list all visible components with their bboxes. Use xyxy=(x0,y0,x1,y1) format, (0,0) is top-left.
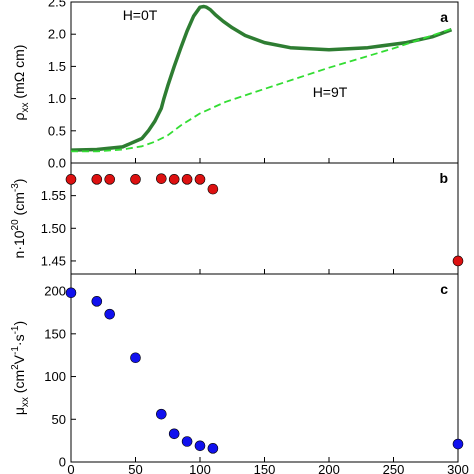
data-point xyxy=(207,443,219,454)
x-tick-label: 50 xyxy=(128,462,142,474)
y-axis-label-part: μ xyxy=(11,407,27,415)
data-point xyxy=(168,428,180,440)
panel-label: c xyxy=(440,281,448,297)
data-point xyxy=(130,174,141,185)
series-line xyxy=(71,28,452,153)
y-tick-label: 0 xyxy=(59,455,66,470)
y-axis-label-part: ) xyxy=(11,179,27,184)
data-point xyxy=(104,174,115,185)
data-point xyxy=(130,352,141,364)
y-tick-label: 50 xyxy=(52,412,66,427)
y-axis-label-part: -3 xyxy=(10,183,21,192)
y-axis-label-part: xx xyxy=(20,102,31,112)
x-tick-label: 200 xyxy=(318,462,340,474)
y-axis-label-part: 2 xyxy=(10,364,21,370)
data-point xyxy=(156,408,167,420)
y-axis-label-part: 20 xyxy=(10,219,21,231)
data-point xyxy=(156,173,167,184)
y-tick-label: 2.5 xyxy=(48,0,66,10)
x-tick-label: 300 xyxy=(447,462,469,474)
y-axis-label-part: V xyxy=(11,354,27,364)
panel-label: a xyxy=(440,9,448,25)
data-point xyxy=(207,183,219,195)
y-axis-label: μxx (cm2V-1·s-1) xyxy=(10,321,31,415)
data-point xyxy=(452,255,464,267)
panel-frame xyxy=(70,273,459,463)
panel-b: 1.45 1.50 1.55 n·1020 (cm-3) b xyxy=(10,162,464,275)
x-tick-label: 150 xyxy=(254,462,276,474)
x-tick-label: 250 xyxy=(383,462,405,474)
y-axis-label-part: ·s xyxy=(11,334,27,346)
y-tick-label: 100 xyxy=(44,369,66,384)
data-point xyxy=(91,296,103,307)
y-axis-label-part: (cm xyxy=(11,370,27,397)
panel-frame xyxy=(70,1,459,164)
y-axis-label-part: xx xyxy=(20,397,31,407)
y-axis-label-part: ) xyxy=(11,321,27,326)
data-point xyxy=(181,436,193,447)
y-tick-label: 1.50 xyxy=(41,221,66,236)
x-tick-label: 0 xyxy=(67,462,74,474)
data-point xyxy=(452,438,464,450)
data-point xyxy=(65,287,77,299)
panel-label: b xyxy=(439,170,448,186)
y-tick-label: 1.45 xyxy=(41,253,66,268)
series-line xyxy=(70,4,453,152)
y-tick-label: 150 xyxy=(44,326,66,341)
panel-frame xyxy=(70,162,459,275)
data-point xyxy=(181,174,193,185)
annotation-h0: H=0T xyxy=(123,7,158,23)
y-tick-label: 1.0 xyxy=(48,91,66,106)
panel-a: 0.0 0.5 1.0 1.5 2.0 2.5 ρxx (mΩ cm) a H=0T H=9T xyxy=(11,0,459,171)
y-axis-label: n·1020 (cm-3) xyxy=(10,179,27,259)
y-tick-label: 2.0 xyxy=(48,27,66,42)
data-point xyxy=(168,174,180,185)
data-point xyxy=(65,174,77,185)
y-axis-label-part: n·10 xyxy=(11,230,27,258)
data-point xyxy=(91,174,103,185)
y-axis-label-part: (mΩ cm) xyxy=(11,45,27,103)
data-point xyxy=(194,440,206,452)
y-axis-label: ρxx (mΩ cm) xyxy=(11,45,31,121)
y-tick-label: 1.5 xyxy=(48,59,66,74)
y-tick-label: 1.55 xyxy=(41,188,66,203)
annotation-h9: H=9T xyxy=(313,84,348,100)
y-axis-label-part: ρ xyxy=(11,112,27,120)
y-tick-label: 0.0 xyxy=(48,156,66,171)
y-axis-label-part: -1 xyxy=(10,346,21,355)
y-tick-label: 0.5 xyxy=(48,123,66,138)
y-axis-label-part: -1 xyxy=(10,325,21,334)
data-point xyxy=(194,174,206,185)
x-tick-label: 100 xyxy=(189,462,211,474)
data-point xyxy=(104,308,115,320)
y-tick-label: 200 xyxy=(44,284,66,299)
y-axis-label-part: (cm xyxy=(11,192,27,219)
